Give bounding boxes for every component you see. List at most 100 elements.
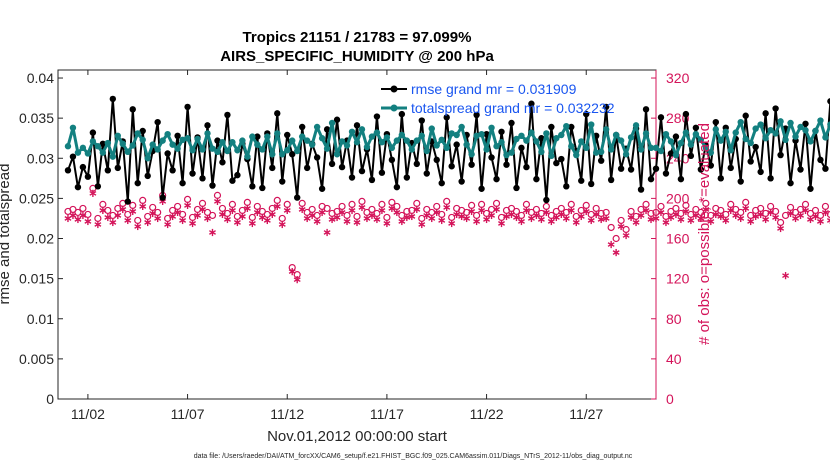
totalspread-marker [762,135,769,142]
totalspread-marker [468,151,475,158]
rmse-marker [538,135,545,142]
rmse-marker [159,194,166,201]
rmse-marker [313,154,321,161]
rmse-marker [289,151,296,158]
totalspread-marker [812,127,819,135]
obs-evaluated-marker [612,248,620,257]
totalspread-marker [558,131,565,139]
totalspread-marker [99,149,107,156]
totalspread-marker [159,137,166,144]
totalspread-marker [318,135,326,142]
rmse-marker [99,140,107,148]
rmse-marker [583,110,590,118]
obs-evaluated-marker [428,214,436,223]
obs-evaluated-marker [727,206,735,215]
totalspread-marker [219,139,226,146]
rmse-marker [692,124,700,131]
totalspread-marker [284,147,291,154]
totalspread-marker [588,121,595,128]
totalspread-marker [682,129,690,136]
totalspread-marker [259,146,266,153]
obs-evaluated-marker [547,217,555,226]
rmse-marker [134,179,141,187]
totalspread-marker [627,134,635,141]
left-tick-label: 0.03 [27,150,54,166]
obs-evaluated-marker [587,216,595,225]
x-axis: 11/02 11/07 11/12 11/17 11/22 11/27 [71,70,603,422]
x-tick-label: 11/12 [270,406,304,422]
obs-evaluated-marker [752,212,760,221]
totalspread-marker [114,132,122,139]
totalspread-marker [353,139,361,146]
rmse-marker [328,160,336,168]
obs-evaluated-marker [263,216,271,225]
obs-evaluated-marker [642,206,650,215]
totalspread-marker [797,123,804,131]
totalspread-marker [697,136,705,144]
obs-evaluated-marker [826,216,830,225]
rmse-marker [533,175,540,183]
obs-evaluated-marker [816,217,824,226]
obs-evaluated-marker [169,212,177,221]
totalspread-marker [712,126,719,133]
obs-evaluated-marker [333,213,341,222]
legend-rmse-label: rmse grand mr = 0.031909 [411,81,577,97]
rmse-marker [523,163,530,171]
totalspread-marker [817,117,824,124]
totalspread-marker [94,143,102,150]
rmse-marker [129,106,136,113]
totalspread-marker [358,126,366,133]
rmse-marker [727,164,734,172]
totalspread-marker [493,143,500,150]
obs-evaluated-marker [154,214,162,223]
totalspread-marker [483,146,490,153]
obs-evaluated-marker [293,276,301,284]
totalspread-marker [244,153,251,160]
totalspread-marker [79,144,87,152]
totalspread-marker [363,143,371,151]
rmse-marker [473,111,480,119]
rmse-marker [518,144,525,152]
obs-evaluated-marker [562,214,570,223]
rmse-marker [184,103,191,111]
totalspread-marker [677,139,685,147]
rmse-marker [104,167,112,174]
rmse-marker [393,183,401,191]
rmse-marker [802,120,809,127]
totalspread-marker [343,142,351,149]
obs-evaluated-marker [149,209,157,218]
rmse-marker [214,137,221,144]
totalspread-marker [69,124,77,131]
obs-evaluated-marker [557,210,565,219]
obs-evaluated-marker [353,218,361,227]
rmse-marker [338,163,346,171]
rmse-marker [548,123,555,131]
obs-evaluated-marker [343,217,351,226]
rmse-marker [164,150,171,157]
rmse-marker [578,177,585,184]
obs-evaluated-marker [617,222,625,231]
totalspread-marker [274,130,281,137]
rmse-marker [687,152,695,160]
right-tick-label: 0 [666,391,674,407]
obs-evaluated-marker [164,220,172,229]
totalspread-marker [767,126,774,134]
totalspread-marker [294,147,301,155]
obs-evaluated-marker [742,204,750,213]
obs-evaluated-marker [522,206,530,215]
obs-evaluated-marker [542,208,550,217]
obs-possible-marker [208,211,217,220]
rmse-marker [707,162,715,169]
totalspread-marker [104,139,112,147]
obs-evaluated-marker [503,212,510,221]
obs-evaluated-marker [74,215,82,224]
totalspread-marker [563,122,570,130]
rmse-marker [74,183,82,191]
obs-possible-marker [826,210,830,219]
obs-evaluated-marker [218,210,226,219]
left-tick-label: 0 [46,391,54,407]
rmse-marker [179,179,186,187]
rmse-marker [433,156,440,164]
legend-spread-label: totalspread grand mr = 0.032232 [411,100,615,116]
totalspread-marker [717,137,724,144]
